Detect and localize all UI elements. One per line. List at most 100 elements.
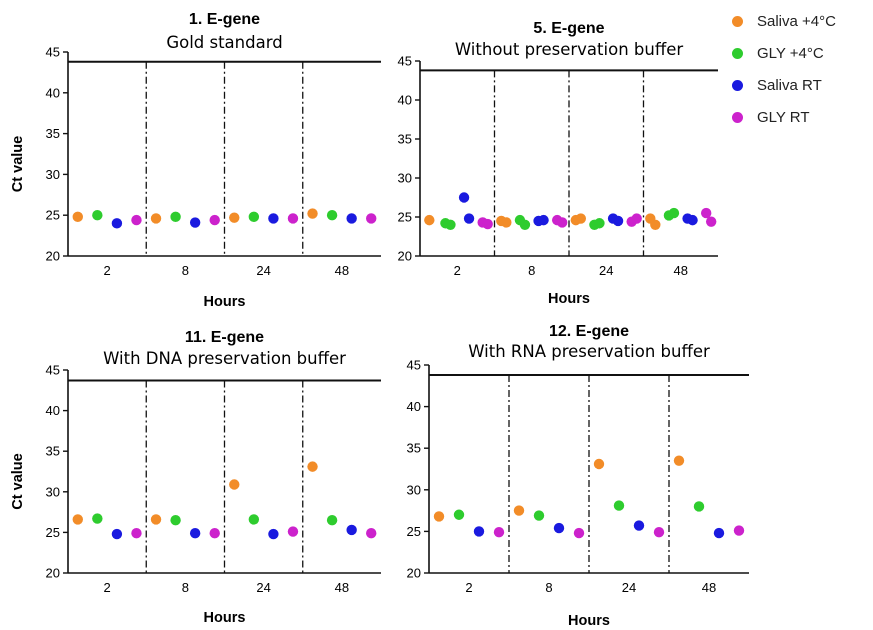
panel-4-point-saliva-4c <box>593 458 605 470</box>
panel-4-point-gly-4c <box>693 501 705 512</box>
panel-3-point-saliva-rt <box>111 528 123 540</box>
panel-4-y-tick-label: 25 <box>407 524 421 539</box>
legend-marker-saliva-4c <box>732 15 743 27</box>
panel-2-point-gly-rt <box>700 207 712 219</box>
panel-4-point-saliva-4c <box>673 455 685 466</box>
panel-4-x-tick-label: 8 <box>545 580 552 595</box>
panel-3-y-tick-label: 40 <box>46 403 60 418</box>
panel-2-point-saliva-rt <box>538 214 549 226</box>
panel-3-title: 11. E-gene <box>185 329 264 346</box>
panel-3-x-tick-label: 24 <box>256 580 270 595</box>
panel-1-point-saliva-4c <box>150 213 162 224</box>
panel-2-x-tick-label: 2 <box>454 263 461 278</box>
panel-2-point-gly-rt <box>631 213 642 224</box>
panel-4-y-tick-label: 35 <box>407 441 421 456</box>
panel-2-point-saliva-rt <box>458 192 470 203</box>
panel-1-point-saliva-rt <box>189 217 201 228</box>
legend-label: GLY +4°C <box>757 44 824 62</box>
panel-2-x-tick-label: 24 <box>599 263 613 278</box>
panel-1-x-tick-label: 8 <box>182 263 189 278</box>
panel-4-point-gly-rt <box>493 527 505 538</box>
panel-4-point-gly-rt <box>573 527 585 539</box>
panel-1-x-tick-label: 24 <box>256 263 270 278</box>
panel-1-point-gly-rt <box>366 213 377 224</box>
panel-1-x-tick-label: 48 <box>335 263 349 278</box>
panel-2-point-gly-4c <box>594 218 605 229</box>
legend-label: Saliva +4°C <box>757 12 836 30</box>
panel-2-point-gly-rt <box>556 217 568 228</box>
panel-1-point-gly-4c <box>326 210 338 221</box>
legend-marker-gly-4c <box>732 47 743 59</box>
panel-4-x-tick-label: 24 <box>622 580 636 595</box>
panel-1-subtitle: Gold standard <box>166 33 282 52</box>
legend-marker-saliva-rt <box>732 79 743 91</box>
panel-2-x-tick-label: 48 <box>674 263 688 278</box>
panel-2-x-tick-label: 8 <box>528 263 535 278</box>
panel-1-point-saliva-4c <box>229 212 240 223</box>
panel-2-y-tick-label: 30 <box>398 171 412 186</box>
panel-4-point-gly-4c <box>453 509 465 520</box>
panel-1-y-axis-label: Ct value <box>10 136 26 192</box>
panel-2-point-saliva-4c <box>424 214 435 226</box>
panel-2-point-gly-rt <box>482 218 493 230</box>
panel-3-subtitle: With DNA preservation buffer <box>103 349 346 368</box>
panel-2-point-saliva-4c <box>501 217 512 228</box>
panel-2-point-saliva-rt <box>463 213 475 224</box>
panel-2-point-saliva-4c <box>575 213 587 224</box>
panel-4-subtitle: With RNA preservation buffer <box>468 342 710 361</box>
panel-2-y-tick-label: 35 <box>398 132 412 147</box>
panel-3-x-tick-label: 48 <box>335 580 349 595</box>
panel-4-y-tick-label: 30 <box>407 482 421 497</box>
panel-1-point-gly-4c <box>170 211 181 223</box>
panel-2-y-tick-label: 40 <box>398 93 412 108</box>
panel-1-title: 1. E-gene <box>189 11 260 28</box>
legend: Saliva +4°C GLY +4°C Saliva RT GLY RT <box>728 5 868 133</box>
panel-3-point-saliva-4c <box>229 479 240 490</box>
panel-3-y-tick-label: 45 <box>46 363 60 378</box>
panel-4-point-saliva-rt <box>473 526 485 537</box>
panel-4-point-saliva-rt <box>713 527 725 539</box>
panel-2-y-tick-label: 45 <box>398 54 412 69</box>
panel-4-point-saliva-4c <box>513 505 525 516</box>
panel-3-point-saliva-4c <box>150 514 162 525</box>
panel-4-x-axis-label: Hours <box>568 613 610 629</box>
legend-item-saliva-rt: Saliva RT <box>728 69 868 101</box>
panel-1-y-tick-label: 45 <box>46 45 60 60</box>
panel-4-x-tick-label: 48 <box>702 580 716 595</box>
panel-3-point-gly-4c <box>326 515 338 526</box>
panel-1-point-saliva-rt <box>268 213 279 224</box>
legend-marker-gly-rt <box>732 111 743 123</box>
panel-1-x-tick-label: 2 <box>104 263 111 278</box>
panel-1-point-gly-4c <box>248 211 260 223</box>
panel-3-y-tick-label: 20 <box>46 566 60 581</box>
panel-4-point-saliva-rt <box>553 522 565 534</box>
panel-3-point-saliva-rt <box>346 524 357 536</box>
panel-4-y-tick-label: 45 <box>407 358 421 373</box>
panel-2-point-saliva-4c <box>650 219 661 230</box>
panel-4-point-gly-4c <box>613 500 625 511</box>
panel-3-point-saliva-4c <box>72 514 83 525</box>
panel-2-title: 5. E-gene <box>533 20 604 37</box>
panel-1-point-gly-rt <box>131 214 142 226</box>
panel-2-point-gly-4c <box>668 207 680 219</box>
panel-2-point-saliva-rt <box>612 215 624 227</box>
panel-4-x-tick-label: 2 <box>465 580 472 595</box>
panel-3-point-gly-rt <box>131 528 142 539</box>
panel-1-y-tick-label: 35 <box>46 126 60 141</box>
panel-3-point-gly-rt <box>287 526 299 537</box>
panel-1-y-tick-label: 30 <box>46 167 60 182</box>
panel-1-y-tick-label: 20 <box>46 249 60 264</box>
panel-3-point-gly-rt <box>366 528 377 539</box>
panel-3-point-gly-4c <box>170 515 181 526</box>
panel-4-point-saliva-4c <box>433 511 445 522</box>
panel-3-x-tick-label: 2 <box>104 580 111 595</box>
panel-2-subtitle: Without preservation buffer <box>455 40 683 59</box>
panel-4-point-gly-rt <box>733 525 745 536</box>
panel-1-point-gly-4c <box>92 210 103 221</box>
panel-4-title: 12. E-gene <box>549 323 629 340</box>
panel-1-y-tick-label: 40 <box>46 85 60 100</box>
panel-4-point-gly-4c <box>533 510 545 521</box>
panel-2-point-gly-4c <box>519 219 531 230</box>
legend-item-gly-4c: GLY +4°C <box>728 37 868 69</box>
panel-3-x-tick-label: 8 <box>182 580 189 595</box>
